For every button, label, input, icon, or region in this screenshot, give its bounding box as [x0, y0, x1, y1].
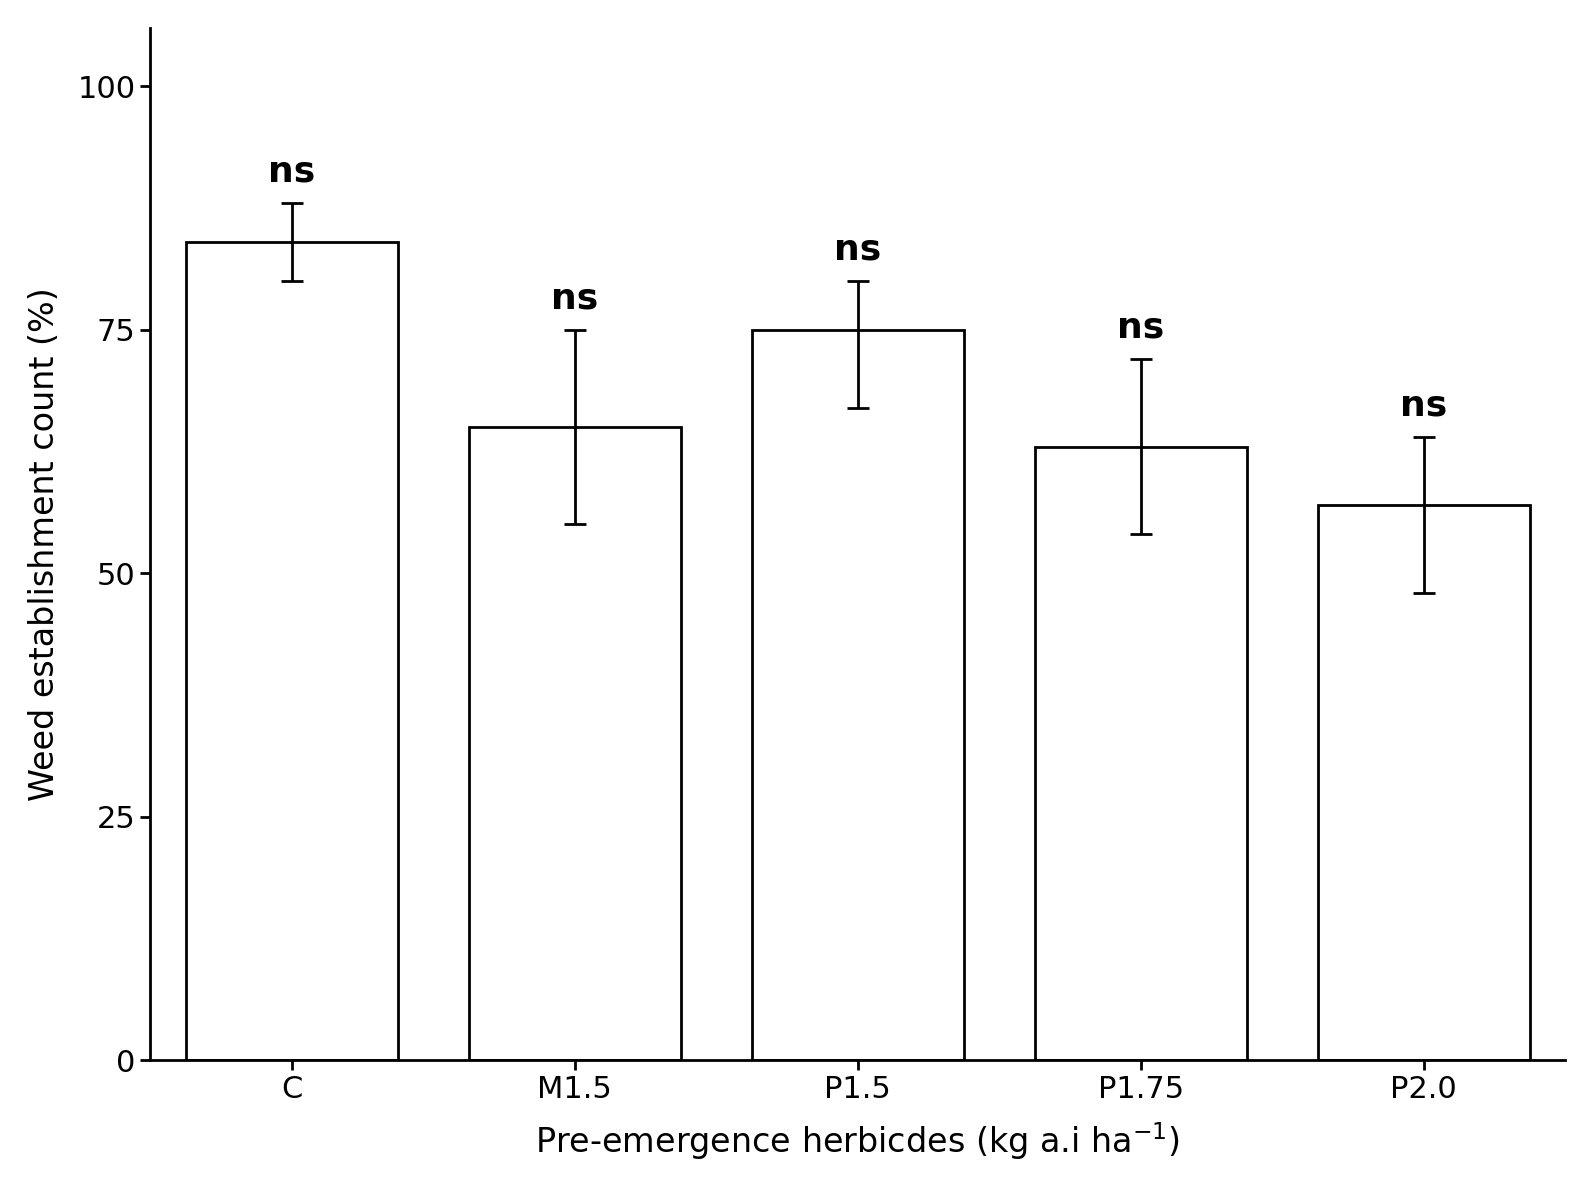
Y-axis label: Weed establishment count (%): Weed establishment count (%) [27, 287, 61, 801]
Text: ns: ns [551, 281, 599, 315]
Bar [185, 242, 398, 1060]
Text: ns: ns [268, 155, 315, 188]
Text: ns: ns [1117, 311, 1164, 344]
Text: ns: ns [1400, 388, 1448, 422]
Text: ns: ns [835, 232, 881, 267]
Bar [468, 427, 680, 1060]
X-axis label: Pre-emergence herbicdes (kg a.i ha$^{-1}$): Pre-emergence herbicdes (kg a.i ha$^{-1}… [535, 1121, 1180, 1163]
Bar [1317, 505, 1529, 1060]
Bar [752, 330, 964, 1060]
Bar [1034, 446, 1247, 1060]
